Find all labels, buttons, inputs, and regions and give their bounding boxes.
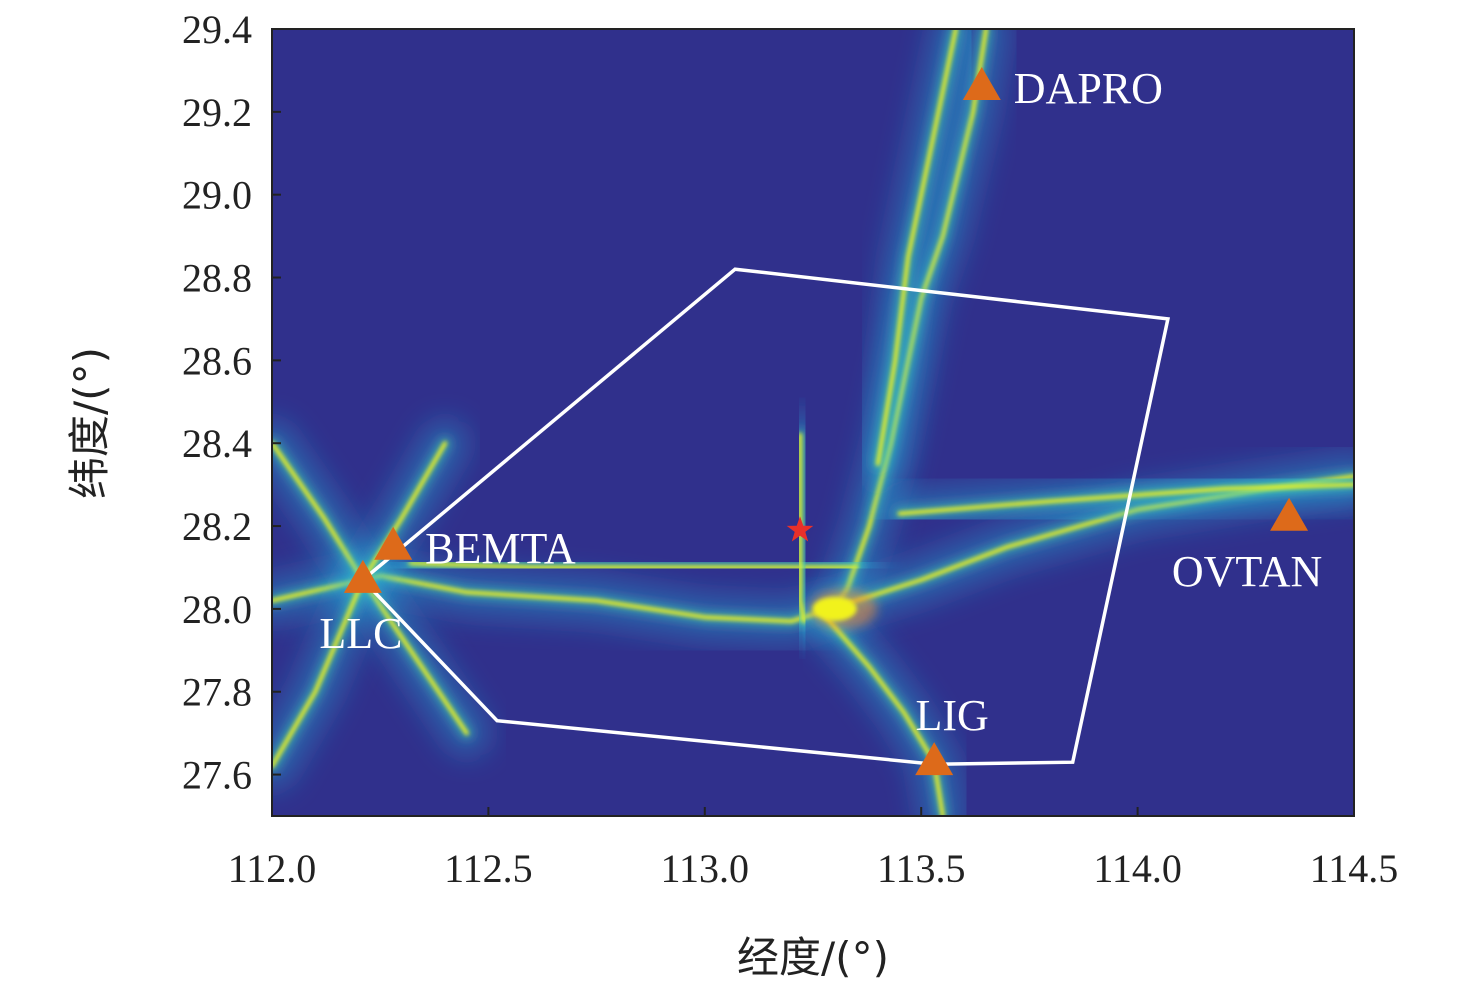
x-tick-label: 112.0 <box>228 846 317 891</box>
station-marker-ovtan <box>1270 497 1309 531</box>
y-tick-label: 28.8 <box>182 256 252 301</box>
boundary-layer <box>360 267 1171 766</box>
y-tick-label: 28.0 <box>182 587 252 632</box>
y-tick-label: 28.2 <box>182 504 252 549</box>
y-tick-label: 27.6 <box>182 753 252 798</box>
network-boundary <box>360 267 1171 766</box>
station-marker-lig <box>915 742 954 776</box>
ridge-lig <box>824 615 945 816</box>
y-tick-label: 27.8 <box>182 670 252 715</box>
plot-frame <box>271 28 1355 817</box>
y-tick-label: 28.4 <box>182 421 252 466</box>
station-label-dapro: DAPRO <box>1014 64 1163 113</box>
epicenter-layer <box>786 516 814 542</box>
y-axis-label: 纬度/(°) <box>65 347 114 499</box>
heatmap-ridges <box>272 29 1354 816</box>
x-tick-label: 113.0 <box>661 846 750 891</box>
station-label-bemta: BEMTA <box>425 524 576 573</box>
station-marker-dapro <box>962 66 1001 100</box>
x-tick-label: 114.5 <box>1310 846 1399 891</box>
station-marker-llc <box>343 559 382 593</box>
y-tick-label: 29.0 <box>182 173 252 218</box>
station-label-llc: LLC <box>319 609 402 658</box>
ridge-center-vertical <box>798 432 807 624</box>
station-marker-bemta <box>374 526 413 560</box>
station-label-ovtan: OVTAN <box>1172 547 1322 596</box>
ridge-east-upper <box>897 482 1354 516</box>
x-axis-label: 经度/(°) <box>737 933 889 982</box>
epicenter-star <box>786 516 814 542</box>
y-tick-label: 29.2 <box>182 90 252 135</box>
y-tick-label: 28.6 <box>182 338 252 383</box>
stations-layer: DAPRO BEMTA LLC OVTAN LIG <box>319 64 1322 776</box>
y-tick-label: 29.4 <box>182 7 252 52</box>
x-tick-label: 112.5 <box>444 846 533 891</box>
hotspot-core <box>812 596 857 621</box>
station-label-lig: LIG <box>916 691 989 740</box>
ridge-north-secondary <box>875 29 958 466</box>
x-tick-label: 113.5 <box>877 846 966 891</box>
x-tick-label: 114.0 <box>1093 846 1182 891</box>
axes-layer: 112.0 112.5 113.0 113.5 114.0 114.5 27.6 27.8 28… <box>182 7 1398 891</box>
